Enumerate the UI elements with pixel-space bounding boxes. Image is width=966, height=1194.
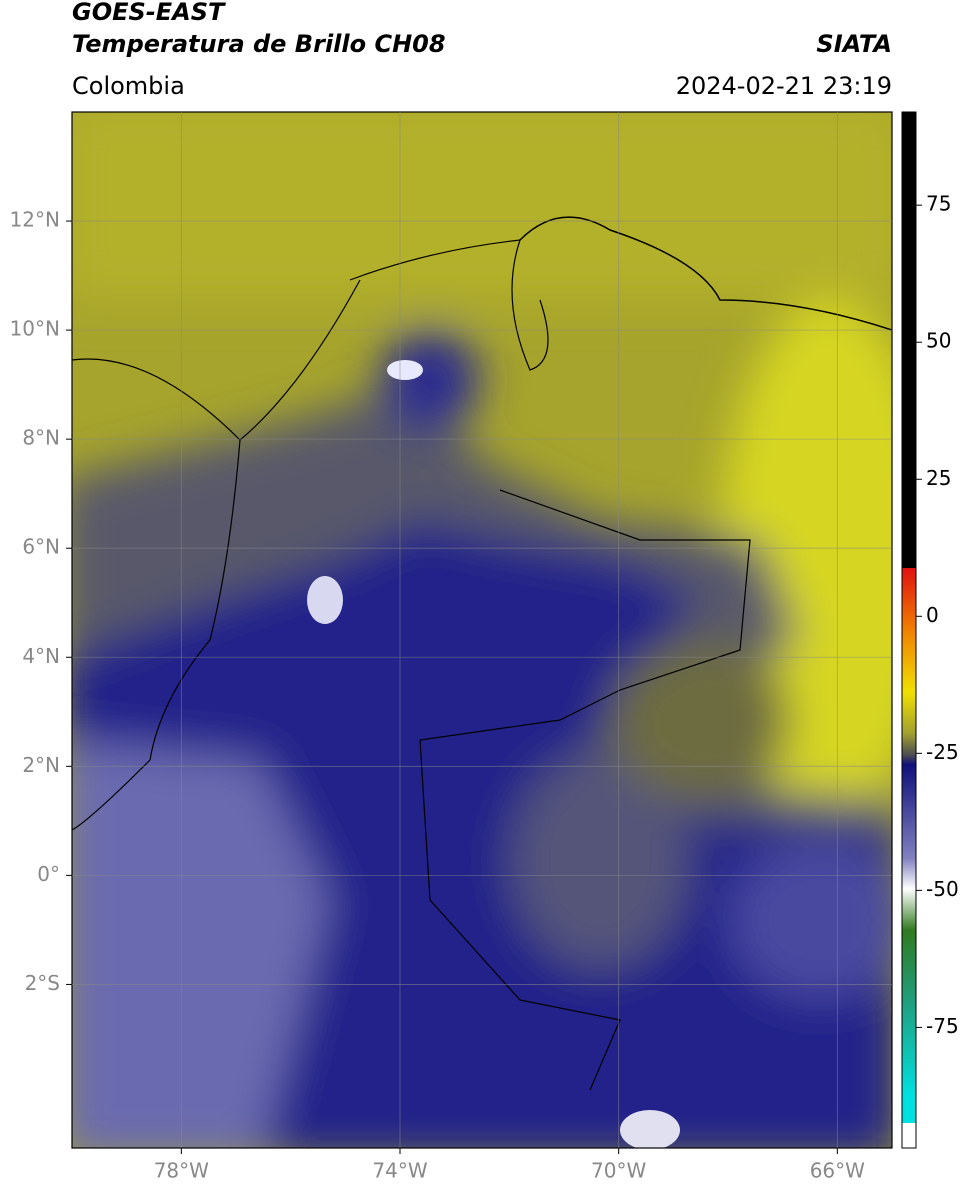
lat-tick-label: 12°N <box>10 208 60 232</box>
lat-tick-label: 0° <box>37 862 60 886</box>
colorbar-tick-label: -50 <box>926 877 959 901</box>
lat-tick-label: 4°N <box>22 644 60 668</box>
lat-tick-label: 2°N <box>22 753 60 777</box>
region: Colombia <box>72 72 185 100</box>
datetime: 2024-02-21 23:19 <box>676 72 892 100</box>
map-frame <box>71 111 893 1149</box>
lat-tick-label: 10°N <box>10 317 60 341</box>
colorbar-tick-label: -25 <box>926 740 959 764</box>
source: SIATA <box>816 30 892 58</box>
colorbar-tick-label: 25 <box>926 466 951 490</box>
subtitle: Temperatura de Brillo CH08 <box>72 30 446 58</box>
lat-tick-label: 2°S <box>25 971 60 995</box>
lon-tick-label: 78°W <box>154 1159 209 1183</box>
satellite-image <box>72 112 892 1148</box>
lon-tick-label: 66°W <box>810 1159 865 1183</box>
colorbar <box>901 111 917 1149</box>
title: GOES-EAST <box>72 0 226 26</box>
colorbar-tick-label: 50 <box>926 329 951 353</box>
colorbar-tick-label: -75 <box>926 1014 959 1038</box>
colorbar-tick-label: 0 <box>926 603 939 627</box>
lon-tick-label: 74°W <box>372 1159 427 1183</box>
colorbar-tick-label: 75 <box>926 192 951 216</box>
lat-tick-label: 6°N <box>22 535 60 559</box>
lat-tick-label: 8°N <box>22 426 60 450</box>
lon-tick-label: 70°W <box>591 1159 646 1183</box>
